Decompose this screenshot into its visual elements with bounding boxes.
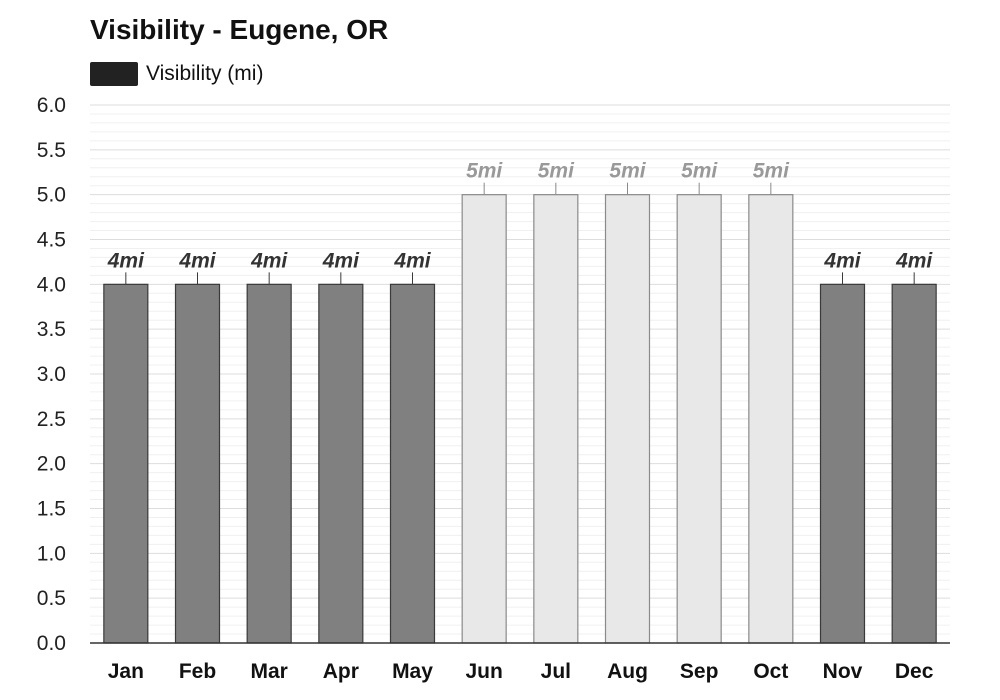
data-label-aug: 5mi <box>609 160 646 183</box>
x-tick-label-jan: Jan <box>108 660 144 683</box>
bar-sep <box>676 194 722 644</box>
bar-feb <box>174 283 221 644</box>
x-tick-label-aug: Aug <box>607 660 648 683</box>
bar-jul <box>533 194 579 644</box>
y-tick-label: 1.5 <box>37 498 66 521</box>
y-tick-label: 0.5 <box>37 587 66 610</box>
bar-may <box>389 283 436 644</box>
x-tick-label-apr: Apr <box>323 660 359 683</box>
y-tick-label: 4.5 <box>37 229 66 252</box>
data-label-feb: 4mi <box>178 249 216 272</box>
y-tick-label: 6.0 <box>37 94 66 117</box>
bar-jun <box>461 194 507 644</box>
data-label-jul: 5mi <box>538 160 575 183</box>
y-tick-label: 1.0 <box>37 542 66 565</box>
data-label-dec: 4mi <box>895 249 933 272</box>
bar-oct <box>748 194 794 644</box>
x-tick-label-may: May <box>392 660 433 683</box>
x-tick-label-jul: Jul <box>541 660 571 683</box>
legend-label: Visibility (mi) <box>146 62 264 85</box>
data-label-mar: 4mi <box>250 249 288 272</box>
x-tick-label-jun: Jun <box>465 660 502 683</box>
x-tick-label-mar: Mar <box>250 660 287 683</box>
x-tick-label-nov: Nov <box>823 660 863 683</box>
data-label-may: 4mi <box>393 249 431 272</box>
bar-mar <box>246 283 292 644</box>
bar-nov <box>819 283 866 644</box>
data-label-jun: 5mi <box>466 160 503 183</box>
legend: Visibility (mi) <box>90 61 263 87</box>
chart-title: Visibility - Eugene, OR <box>90 14 389 45</box>
x-tick-label-feb: Feb <box>179 660 216 683</box>
y-tick-label: 4.0 <box>37 273 66 296</box>
y-tick-label: 2.5 <box>37 408 66 431</box>
y-tick-label: 0.0 <box>37 632 66 655</box>
data-label-oct: 5mi <box>753 160 790 183</box>
x-tick-label-sep: Sep <box>680 660 719 683</box>
y-tick-label: 5.0 <box>37 184 66 207</box>
data-label-jan: 4mi <box>107 249 145 272</box>
y-tick-label: 3.5 <box>37 318 66 341</box>
data-label-sep: 5mi <box>681 160 718 183</box>
bar-apr <box>318 283 364 644</box>
x-tick-label-dec: Dec <box>895 660 934 683</box>
bar-aug <box>604 194 651 644</box>
data-label-apr: 4mi <box>322 249 360 272</box>
data-label-nov: 4mi <box>823 249 861 272</box>
y-tick-label: 3.0 <box>37 363 66 386</box>
legend-swatch <box>90 62 138 86</box>
y-tick-label: 2.0 <box>37 453 66 476</box>
x-tick-label-oct: Oct <box>753 660 788 683</box>
y-tick-label: 5.5 <box>37 139 66 162</box>
bar-dec <box>891 283 937 644</box>
bar-jan <box>103 283 149 644</box>
